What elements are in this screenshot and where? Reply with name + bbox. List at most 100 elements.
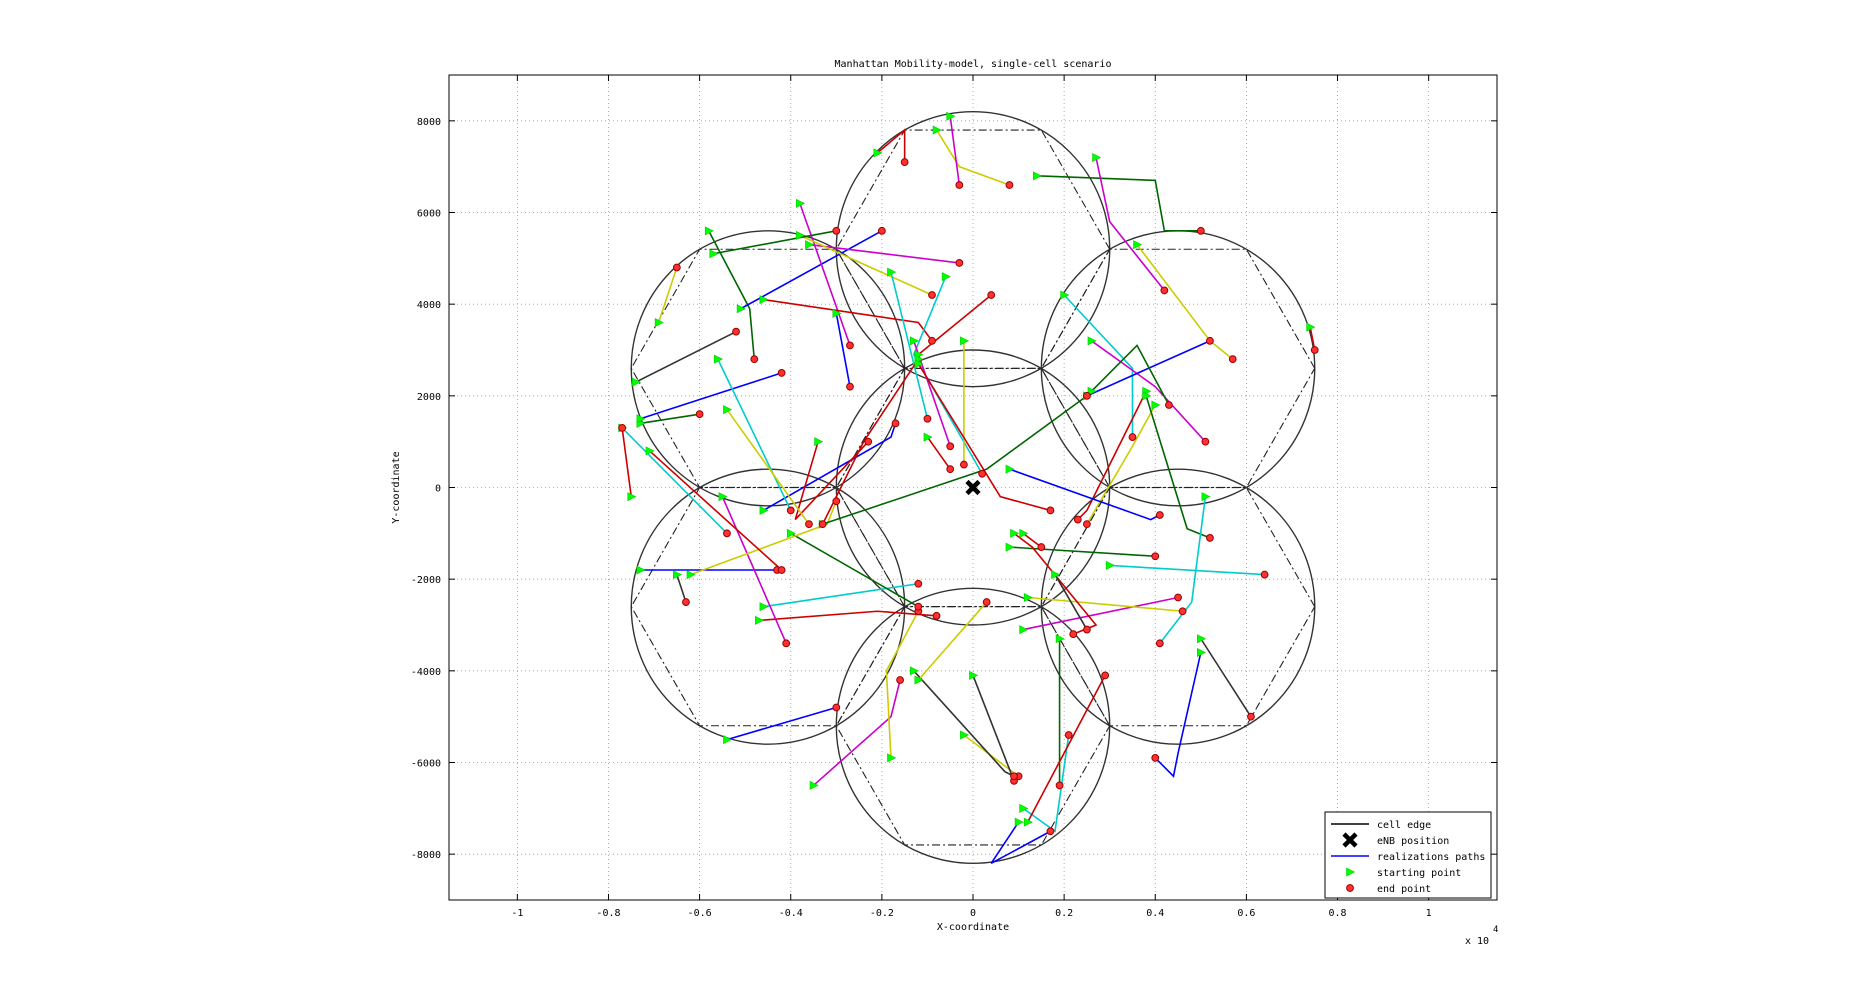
end-point-marker [1055, 781, 1064, 790]
x-tick-label: 0 [970, 908, 976, 919]
cell-edge-circle [1040, 230, 1316, 507]
legend-label: end point [1377, 884, 1431, 895]
x-tick-label: -0.2 [870, 908, 894, 919]
y-tick-label: 6000 [417, 209, 441, 220]
x-tick-label: -0.4 [779, 908, 803, 919]
start-point-marker [1151, 400, 1161, 410]
end-point-marker [1178, 607, 1187, 616]
start-point-marker [714, 354, 724, 364]
end-point-marker [818, 520, 827, 529]
x-axis-multiplier: x 10 [1465, 936, 1489, 947]
end-point-marker [695, 410, 704, 419]
end-point-marker [618, 424, 627, 432]
realization-path [1022, 734, 1070, 833]
end-point-marker [782, 639, 791, 648]
end-point-marker [987, 291, 996, 299]
start-point-marker [960, 336, 970, 346]
x-tick-label: 0.2 [1055, 908, 1073, 919]
start-point-marker [969, 670, 979, 680]
end-point-marker [946, 465, 955, 474]
start-point-marker [704, 226, 714, 236]
start-point-marker [1019, 803, 1029, 813]
cell-edges [630, 110, 1316, 865]
end-point-marker [982, 598, 991, 606]
end-point-marker [732, 327, 740, 336]
legend-item: cell edge [1331, 820, 1431, 831]
realization-path [1090, 344, 1170, 406]
realization-path [913, 670, 1015, 777]
realization-path [822, 395, 1088, 525]
realization-path [635, 330, 737, 383]
start-point-marker [723, 405, 733, 415]
end-point-marker [1083, 391, 1091, 400]
end-point-marker [1151, 552, 1160, 561]
x-tick-label: 0.6 [1237, 908, 1255, 919]
end-point-marker [1101, 671, 1110, 680]
y-tick-label: -2000 [411, 575, 441, 586]
axis-ticks: -1 -0.8 -0.6 -0.4 -0.2 0 0.2 0.4 0.6 0.8 1 -8000 -60… [411, 75, 1497, 919]
start-point-marker [887, 267, 897, 277]
end-point-marker [1228, 355, 1237, 364]
legend-label: starting point [1377, 868, 1461, 879]
realization-path [708, 230, 756, 360]
start-point-marker [1105, 560, 1115, 570]
realization-path [740, 230, 883, 310]
x-axis-multiplier-exponent: 4 [1493, 925, 1498, 935]
end-point-marker [1310, 346, 1319, 354]
start-point-marker [1019, 625, 1029, 635]
realization-path [1036, 175, 1201, 232]
start-point-marker [636, 414, 646, 424]
end-point-marker [832, 497, 841, 506]
realization-path [726, 409, 810, 525]
legend: cell edge eNB position realizations paths s… [1324, 811, 1492, 899]
realization-path [917, 363, 1051, 512]
legend-label: eNB position [1377, 836, 1449, 847]
end-point-marker [955, 181, 964, 189]
legend-item: starting point [1346, 867, 1461, 879]
realization-path [726, 706, 837, 741]
realization-path [621, 427, 728, 534]
start-point-marker [1023, 593, 1033, 602]
start-point-marker [723, 735, 733, 745]
realization-path [1091, 340, 1206, 443]
end-point-marker [1160, 286, 1169, 295]
y-tick-label: 0 [435, 484, 441, 495]
start-point-marker [759, 295, 769, 305]
end-point-marker [1206, 534, 1214, 542]
realization-path [917, 601, 988, 681]
x-tick-label: 1 [1426, 908, 1432, 919]
realization-path [890, 271, 929, 419]
start-point-marker [673, 570, 682, 580]
end-point-marker [1155, 639, 1164, 648]
realization-path [821, 358, 919, 525]
end-point-marker [846, 382, 854, 391]
end-point-marker [1201, 437, 1210, 446]
realization-path [935, 129, 1010, 186]
end-point-marker [1073, 515, 1082, 524]
start-point-marker [796, 230, 806, 240]
end-point-marker [928, 291, 936, 299]
start-point-marker [755, 615, 765, 625]
start-point-marker [960, 730, 970, 740]
realization-path [799, 203, 851, 346]
realization-path [640, 372, 782, 420]
cell-hexagon [1040, 248, 1316, 488]
realization-path [721, 496, 787, 644]
start-point-marker [1032, 171, 1042, 181]
end-point-marker [1064, 731, 1073, 739]
start-point-marker [1133, 240, 1143, 250]
start-point-marker [1092, 153, 1102, 162]
cell-hexagon [630, 487, 906, 727]
realization-path [794, 441, 869, 521]
start-point-marker [759, 602, 769, 612]
y-tick-label: 8000 [417, 117, 441, 128]
start-point-marker [1051, 570, 1061, 580]
end-point-marker [932, 611, 941, 620]
start-point-marker [932, 125, 942, 135]
end-point-marker [946, 442, 955, 451]
end-point-marker [1128, 433, 1137, 441]
start-point-marker [941, 272, 951, 282]
y-tick-label: 2000 [417, 392, 441, 403]
end-point-marker [786, 506, 795, 515]
